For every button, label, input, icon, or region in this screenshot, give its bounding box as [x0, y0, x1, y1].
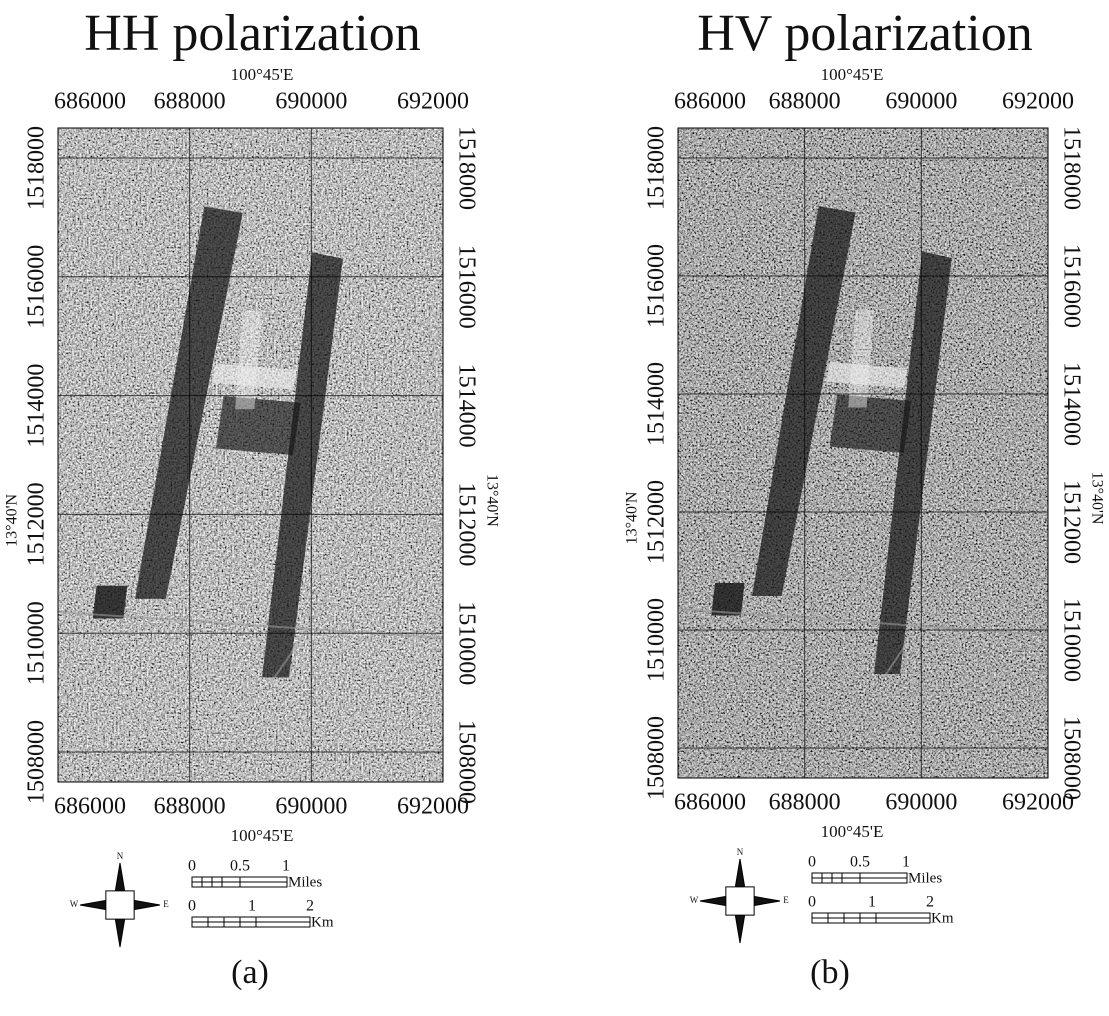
- image-feature: [830, 395, 911, 454]
- easting-label: 692000: [397, 89, 469, 115]
- figure: HH polarization 686000 686000 688000 688000 6…: [0, 0, 1109, 1011]
- sar-image: [58, 128, 443, 782]
- easting-label: 688000: [769, 790, 841, 816]
- scale-tick: 0: [188, 898, 196, 915]
- panel-title: HH polarization: [84, 5, 420, 62]
- scale-tick: 0: [808, 894, 816, 911]
- northing-label: 1510000: [1058, 598, 1084, 682]
- longitude-label: 100°45'E: [821, 65, 884, 84]
- compass-label: E: [163, 899, 169, 909]
- northing-label: 1508000: [1058, 716, 1084, 800]
- easting-label: 688000: [769, 89, 841, 115]
- easting-label: 686000: [674, 790, 746, 816]
- sar-image: [678, 128, 1048, 778]
- scale-tick: 0.5: [230, 858, 250, 875]
- scale-unit: Miles: [908, 870, 942, 886]
- easting-label: 686000: [674, 89, 746, 115]
- compass-label: W: [70, 899, 79, 909]
- northing-label: 1508000: [453, 720, 479, 804]
- easting-label: 690000: [885, 89, 957, 115]
- northing-label: 1512000: [1058, 480, 1084, 564]
- image-feature: [216, 396, 301, 455]
- easting-label: 690000: [275, 794, 347, 820]
- compass-label: E: [783, 895, 789, 905]
- longitude-label: 100°45'E: [231, 826, 294, 845]
- latitude-label: 13°40'N: [483, 474, 500, 527]
- northing-label: 1516000: [24, 245, 50, 329]
- scale-tick: 2: [926, 894, 934, 911]
- northing-label: 1514000: [644, 362, 670, 446]
- longitude-label: 100°45'E: [821, 822, 884, 841]
- northing-label: 1518000: [453, 126, 479, 210]
- northing-label: 1510000: [24, 601, 50, 685]
- northing-label: 1508000: [644, 716, 670, 800]
- northing-label: 1512000: [24, 482, 50, 566]
- northing-label: 1518000: [644, 126, 670, 210]
- northing-label: 1508000: [24, 720, 50, 804]
- compass-label: W: [690, 895, 699, 905]
- panel: HH polarization 686000 686000 688000 688000 6…: [4, 5, 501, 991]
- latitude-label: 13°40'N: [624, 491, 641, 544]
- scale-tick: 1: [282, 858, 290, 875]
- latitude-label: 13°40'N: [4, 494, 21, 547]
- scale-unit: Km: [931, 910, 954, 926]
- scale-tick: 0.5: [850, 854, 870, 871]
- northing-label: 1510000: [453, 601, 479, 685]
- easting-label: 688000: [154, 89, 226, 115]
- northing-label: 1514000: [453, 364, 479, 448]
- latitude-label: 13°40'N: [1088, 472, 1105, 525]
- panel-caption: (a): [231, 954, 269, 991]
- northing-label: 1516000: [1058, 244, 1084, 328]
- panel-title: HV polarization: [697, 5, 1033, 62]
- northing-label: 1512000: [453, 482, 479, 566]
- panel-caption: (b): [810, 954, 850, 991]
- easting-label: 688000: [154, 794, 226, 820]
- scale-tick: 2: [306, 898, 314, 915]
- easting-label: 686000: [54, 794, 126, 820]
- scale-tick: 0: [808, 854, 816, 871]
- easting-label: 686000: [54, 89, 126, 115]
- northing-label: 1518000: [24, 126, 50, 210]
- scale-tick: 1: [868, 894, 876, 911]
- northing-label: 1512000: [644, 480, 670, 564]
- compass-label: N: [117, 851, 124, 861]
- scale-tick: 1: [248, 898, 256, 915]
- scale-unit: Km: [311, 914, 334, 930]
- image-feature: [711, 583, 744, 616]
- northing-label: 1516000: [644, 244, 670, 328]
- scale-tick: 1: [902, 854, 910, 871]
- easting-label: 690000: [275, 89, 347, 115]
- northing-label: 1514000: [1058, 362, 1084, 446]
- easting-label: 692000: [1002, 89, 1074, 115]
- northing-label: 1516000: [453, 245, 479, 329]
- northing-label: 1518000: [1058, 126, 1084, 210]
- longitude-label: 100°45'E: [231, 65, 294, 84]
- easting-label: 690000: [885, 790, 957, 816]
- northing-label: 1514000: [24, 364, 50, 448]
- scale-unit: Miles: [288, 874, 322, 890]
- panel: HV polarization 686000 686000 688000 688000 6…: [624, 5, 1106, 991]
- compass-label: N: [737, 847, 744, 857]
- image-feature: [93, 586, 128, 619]
- scale-tick: 0: [188, 858, 196, 875]
- northing-label: 1510000: [644, 598, 670, 682]
- page: {"panels": [ {"title": "HH polarization"…: [0, 0, 1109, 1011]
